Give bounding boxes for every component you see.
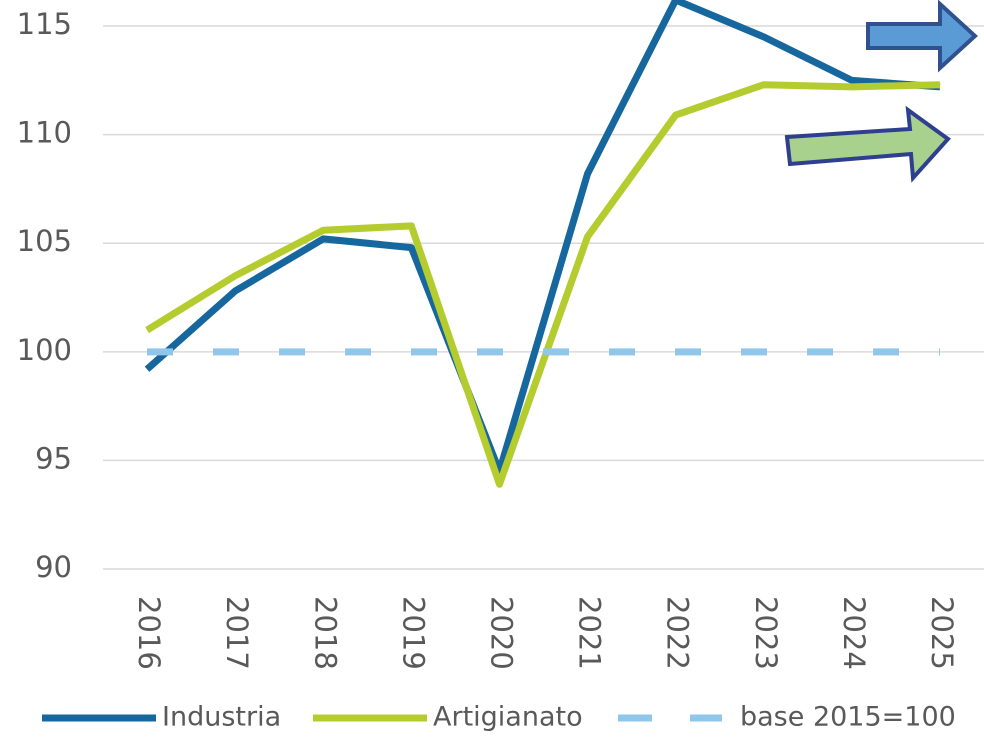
x-tick-label: 2021 (573, 596, 607, 670)
x-tick-label: 2016 (132, 596, 166, 670)
y-tick-label: 100 (17, 333, 72, 367)
legend-label: base 2015=100 (740, 702, 956, 733)
x-tick-label: 2023 (749, 596, 783, 670)
x-tick-label: 2019 (396, 596, 430, 670)
x-tick-label: 2020 (484, 596, 518, 670)
green-arrow (784, 105, 951, 183)
y-tick-label: 110 (17, 116, 72, 150)
x-tick-label: 2024 (837, 596, 871, 670)
y-tick-label: 90 (35, 550, 72, 584)
y-tick-label: 105 (17, 224, 72, 258)
x-tick-label: 2017 (220, 596, 254, 670)
x-tick-label: 2022 (661, 596, 695, 670)
legend-label: Industria (162, 702, 281, 733)
y-tick-label: 95 (35, 441, 72, 475)
blue-arrow (866, 0, 978, 73)
series-line (145, 81, 941, 488)
x-tick-label: 2018 (308, 596, 342, 670)
annotation-arrows (784, 0, 978, 183)
legend-label: Artigianato (433, 702, 583, 733)
x-tick-label: 2025 (925, 596, 959, 670)
y-tick-label: 115 (17, 7, 72, 41)
series-line (144, 0, 941, 475)
